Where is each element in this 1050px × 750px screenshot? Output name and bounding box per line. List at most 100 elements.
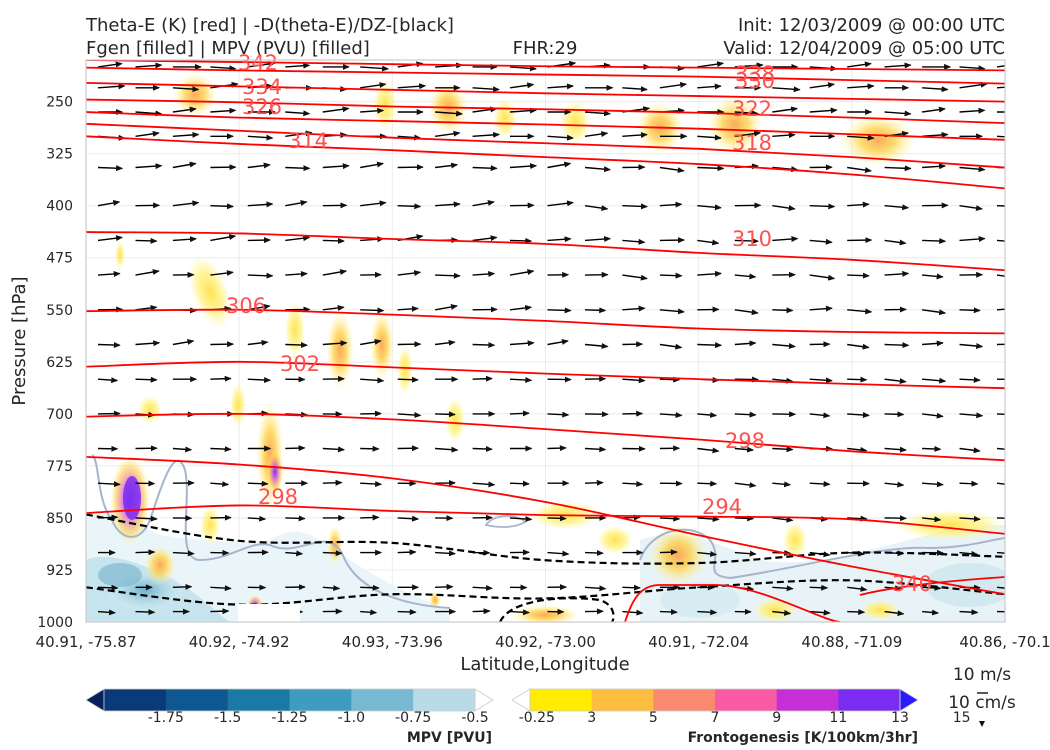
wind-vector (697, 342, 723, 349)
wind-vector (922, 609, 939, 616)
wind-vector (996, 239, 1005, 242)
wind-vector (509, 237, 533, 244)
theta-e-contour-314 (86, 231, 1005, 272)
wind-vector (922, 377, 947, 384)
wind-vector (734, 130, 762, 137)
wind-vector (135, 549, 156, 556)
wind-vector (584, 205, 609, 212)
wind-vector (847, 515, 868, 522)
wind-vector (97, 481, 121, 488)
wind-vector (584, 236, 612, 243)
fgen-region (860, 600, 900, 620)
wind-vector (734, 340, 757, 347)
fgen-region (230, 383, 246, 427)
wind-vector (97, 235, 123, 242)
wind-vector (659, 515, 681, 522)
wind-vector (809, 584, 829, 591)
wind-vector (959, 65, 986, 72)
wind-vector (472, 445, 493, 452)
wind-vector (172, 446, 193, 453)
plot-area: 342 338 334 330 326 322 318 314 310 306 302 298 294 2… (85, 51, 1006, 623)
wind-vector (322, 479, 343, 486)
x-tick-label: 40.92, -74.92 (189, 633, 290, 651)
theta-e-contour-326 (86, 111, 1005, 141)
wind-vector (959, 107, 986, 114)
y-tick-label: 700 (46, 407, 73, 423)
wind-vector (959, 307, 981, 314)
wind-vector (210, 65, 237, 72)
wind-vector (734, 446, 755, 453)
colorbar-tick-label: -1.25 (271, 710, 307, 726)
wind-vector (97, 83, 126, 90)
wind-vector (697, 550, 718, 557)
wind-vector (772, 585, 794, 592)
wind-vector (135, 515, 158, 522)
wind-vector (472, 271, 496, 278)
wind-vector (210, 481, 230, 488)
wind-vector (772, 516, 794, 523)
wind-vector (959, 550, 979, 557)
y-tick-label: 550 (46, 303, 73, 319)
wind-vector (322, 585, 341, 592)
y-axis-label: Pressure [hPa] (9, 276, 30, 405)
wind-vector (435, 130, 461, 137)
wind-vector (247, 201, 274, 208)
wind-vector (135, 130, 160, 137)
wind-vector (622, 132, 648, 139)
wind-vector (959, 412, 984, 419)
wind-vector (397, 412, 422, 418)
wind-vector (697, 134, 722, 141)
wind-vector (97, 271, 121, 278)
wind-vector (210, 270, 234, 277)
x-tick-label: 40.88, -71.09 (801, 633, 902, 651)
mpv-contour (484, 515, 527, 528)
theta-e-label: 334 (242, 75, 282, 99)
wind-vector (435, 272, 461, 279)
colorbar-swatch (530, 689, 593, 711)
wind-vector (397, 549, 417, 556)
wind-vector (959, 480, 979, 487)
x-tick-label: 40.93, -73.96 (342, 633, 443, 651)
wind-vector (847, 343, 870, 350)
wind-vector (435, 550, 456, 557)
fgen-region (144, 545, 176, 585)
wind-vector (622, 377, 646, 384)
wind-vector (285, 62, 311, 69)
wind-vector (584, 446, 607, 453)
wind-vector (360, 377, 385, 384)
wind-vector (922, 131, 949, 138)
wind-vector (547, 236, 572, 243)
fgen-region (115, 241, 125, 269)
theta-e-contour-342 (86, 60, 1005, 72)
wind-vector (922, 163, 947, 170)
fgen-region (840, 114, 916, 166)
wind-vector (247, 377, 272, 384)
wind-vector (809, 377, 833, 384)
colorbar-extend-low (511, 688, 531, 712)
fgen-region (370, 310, 394, 380)
theta-e-label: 294 (702, 495, 742, 519)
wind-vector (172, 131, 200, 138)
wind-vector (97, 584, 119, 591)
wind-vector (210, 107, 237, 114)
wind-vector (397, 376, 419, 383)
wind-vector (285, 271, 308, 278)
colorbar-tick-label: -1.5 (214, 710, 241, 726)
wind-vector (210, 203, 234, 210)
wind-vector (659, 201, 683, 208)
wind-vector (659, 549, 678, 556)
wind-vector (247, 272, 274, 279)
colorbar-outline (103, 688, 476, 712)
wind-vector (584, 307, 607, 314)
wind-vector (285, 200, 308, 207)
wind-vector (959, 81, 988, 89)
wind-vector (472, 165, 498, 172)
y-tick-label: 400 (46, 199, 73, 215)
wind-vector (622, 238, 646, 245)
wind-vector (547, 200, 574, 207)
wind-vector (622, 584, 641, 591)
theta-e-label: 314 (288, 129, 328, 153)
wind-vector (472, 200, 495, 207)
plot-frame (85, 59, 1006, 623)
colorbar-swatch (351, 689, 414, 711)
